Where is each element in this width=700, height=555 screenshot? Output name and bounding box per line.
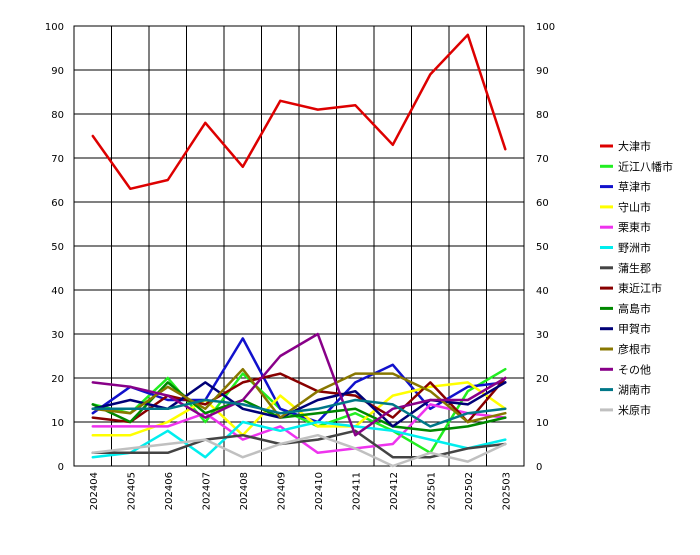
legend-label: 米原市 xyxy=(618,403,651,417)
y-tick-label-right: 10 xyxy=(536,418,549,429)
y-tick-label-right: 80 xyxy=(536,110,549,121)
legend-label: 大津市 xyxy=(618,139,651,153)
series-line xyxy=(91,372,507,424)
legend-label: 草津市 xyxy=(618,180,651,194)
y-tick-label-left: 70 xyxy=(51,154,64,165)
x-tick-label: 202405 xyxy=(126,472,137,510)
legend-label: 湖南市 xyxy=(618,383,651,397)
x-tick-label: 202409 xyxy=(276,472,287,510)
legend-label: 彦根市 xyxy=(618,342,651,356)
x-tick-label: 202406 xyxy=(164,472,175,510)
y-tick-label-right: 70 xyxy=(536,154,549,165)
series-line xyxy=(91,429,507,459)
x-tick-label: 202411 xyxy=(351,472,362,510)
x-tick-label: 202503 xyxy=(501,472,512,510)
series-line xyxy=(91,367,507,424)
series-line xyxy=(91,433,507,468)
y-tick-label-right: 50 xyxy=(536,242,549,253)
y-tick-label-right: 30 xyxy=(536,330,549,341)
y-tick-label-right: 60 xyxy=(536,198,549,209)
x-tick-label: 202407 xyxy=(201,472,212,510)
y-tick-label-left: 40 xyxy=(51,286,64,297)
y-tick-label-left: 90 xyxy=(51,66,64,77)
y-tick-label-left: 0 xyxy=(58,462,64,473)
series-line xyxy=(91,398,507,428)
x-tick-label: 202412 xyxy=(389,472,400,510)
series-line xyxy=(91,381,507,433)
legend-label: 高島市 xyxy=(618,301,651,315)
grid-lines xyxy=(73,25,525,467)
legend-label: その他 xyxy=(618,363,651,376)
x-tick-label: 202408 xyxy=(239,472,250,510)
y-tick-label-right: 40 xyxy=(536,286,549,297)
x-tick-label: 202501 xyxy=(426,472,437,510)
series-line xyxy=(91,332,507,437)
y-tick-label-left: 100 xyxy=(45,22,64,33)
legend-label: 甲賀市 xyxy=(618,322,651,336)
legend-label: 野洲市 xyxy=(618,241,651,255)
y-tick-label-left: 50 xyxy=(51,242,64,253)
x-tick-label: 202410 xyxy=(314,472,325,510)
legend-label: 近江八幡市 xyxy=(618,159,673,173)
series-line xyxy=(91,367,507,455)
series-lines xyxy=(91,33,507,468)
legend-label: 蒲生郡 xyxy=(618,261,651,275)
legend-label: 東近江市 xyxy=(618,281,662,295)
y-tick-label-left: 10 xyxy=(51,418,64,429)
y-tick-label-left: 60 xyxy=(51,198,64,209)
y-tick-label-right: 100 xyxy=(536,22,555,33)
y-axis-left: 0 10 20 30 40 50 60 70 80 90 100 xyxy=(45,22,64,473)
y-tick-label-right: 20 xyxy=(536,374,549,385)
legend-label: 守山市 xyxy=(618,200,651,214)
x-axis: 202404 202405 202406 202407 202408 202409 2024… xyxy=(89,472,513,510)
series-line xyxy=(91,420,507,459)
series-line xyxy=(91,33,507,191)
y-tick-label-right: 90 xyxy=(536,66,549,77)
legend-label: 栗東市 xyxy=(618,220,651,234)
legend: 大津市近江八幡市草津市守山市栗東市野洲市蒲生郡東近江市高島市甲賀市彦根市その他湖… xyxy=(600,139,673,417)
x-tick-label: 202502 xyxy=(464,472,475,510)
y-axis-right: 0 10 20 30 40 50 60 70 80 90 100 xyxy=(536,22,555,473)
y-tick-label-left: 20 xyxy=(51,374,64,385)
y-tick-label-left: 80 xyxy=(51,110,64,121)
y-tick-label-right: 0 xyxy=(536,462,542,473)
y-tick-label-left: 30 xyxy=(51,330,64,341)
x-tick-label: 202404 xyxy=(89,472,100,510)
